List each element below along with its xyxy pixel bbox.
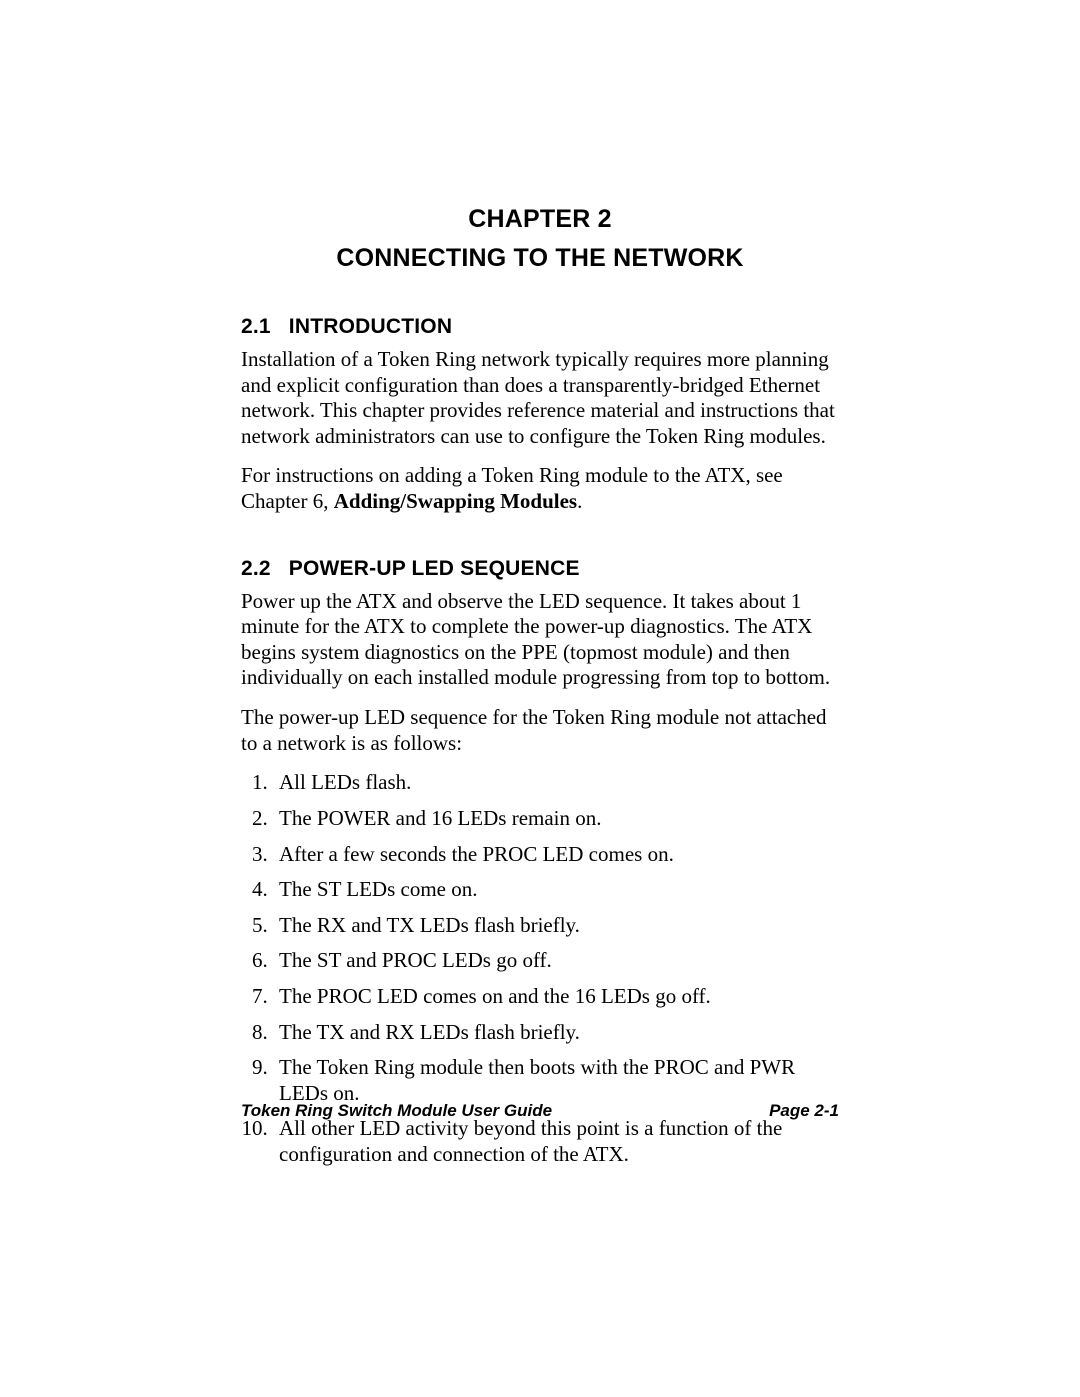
list-item: All LEDs flash.: [273, 770, 839, 796]
list-item: The ST and PROC LEDs go off.: [273, 948, 839, 974]
footer-guide-title: Token Ring Switch Module User Guide: [241, 1101, 552, 1121]
list-item: The POWER and 16 LEDs remain on.: [273, 806, 839, 832]
paragraph: Installation of a Token Ring network typ…: [241, 347, 839, 449]
list-item: After a few seconds the PROC LED comes o…: [273, 842, 839, 868]
list-item: The RX and TX LEDs flash briefly.: [273, 913, 839, 939]
list-item: The PROC LED comes on and the 16 LEDs go…: [273, 984, 839, 1010]
chapter-number: CHAPTER 2: [241, 205, 839, 234]
chapter-heading: CHAPTER 2 CONNECTING TO THE NETWORK: [241, 205, 839, 273]
cross-reference: Adding/Swapping Modules: [334, 489, 577, 513]
list-item: The ST LEDs come on.: [273, 877, 839, 903]
list-item: All other LED activity beyond this point…: [273, 1116, 839, 1167]
list-item: The TX and RX LEDs flash briefly.: [273, 1020, 839, 1046]
section-heading-2-2: 2.2 POWER-UP LED SEQUENCE: [241, 557, 839, 581]
paragraph: The power-up LED sequence for the Token …: [241, 705, 839, 756]
document-page: CHAPTER 2 CONNECTING TO THE NETWORK 2.1 I…: [0, 0, 1080, 1397]
section-title: INTRODUCTION: [289, 315, 452, 338]
section-number: 2.2: [241, 557, 271, 581]
paragraph: Power up the ATX and observe the LED seq…: [241, 589, 839, 691]
paragraph-run: .: [577, 489, 582, 513]
section-number: 2.1: [241, 315, 271, 339]
page-footer: Token Ring Switch Module User Guide Page…: [241, 1101, 839, 1121]
footer-page-number: Page 2-1: [769, 1101, 839, 1121]
list-item: The Token Ring module then boots with th…: [273, 1055, 839, 1106]
section-heading-2-1: 2.1 INTRODUCTION: [241, 315, 839, 339]
section-title: POWER-UP LED SEQUENCE: [289, 557, 580, 580]
paragraph: For instructions on adding a Token Ring …: [241, 463, 839, 514]
page-content: CHAPTER 2 CONNECTING TO THE NETWORK 2.1 I…: [241, 205, 839, 1178]
chapter-title: CONNECTING TO THE NETWORK: [241, 244, 839, 273]
